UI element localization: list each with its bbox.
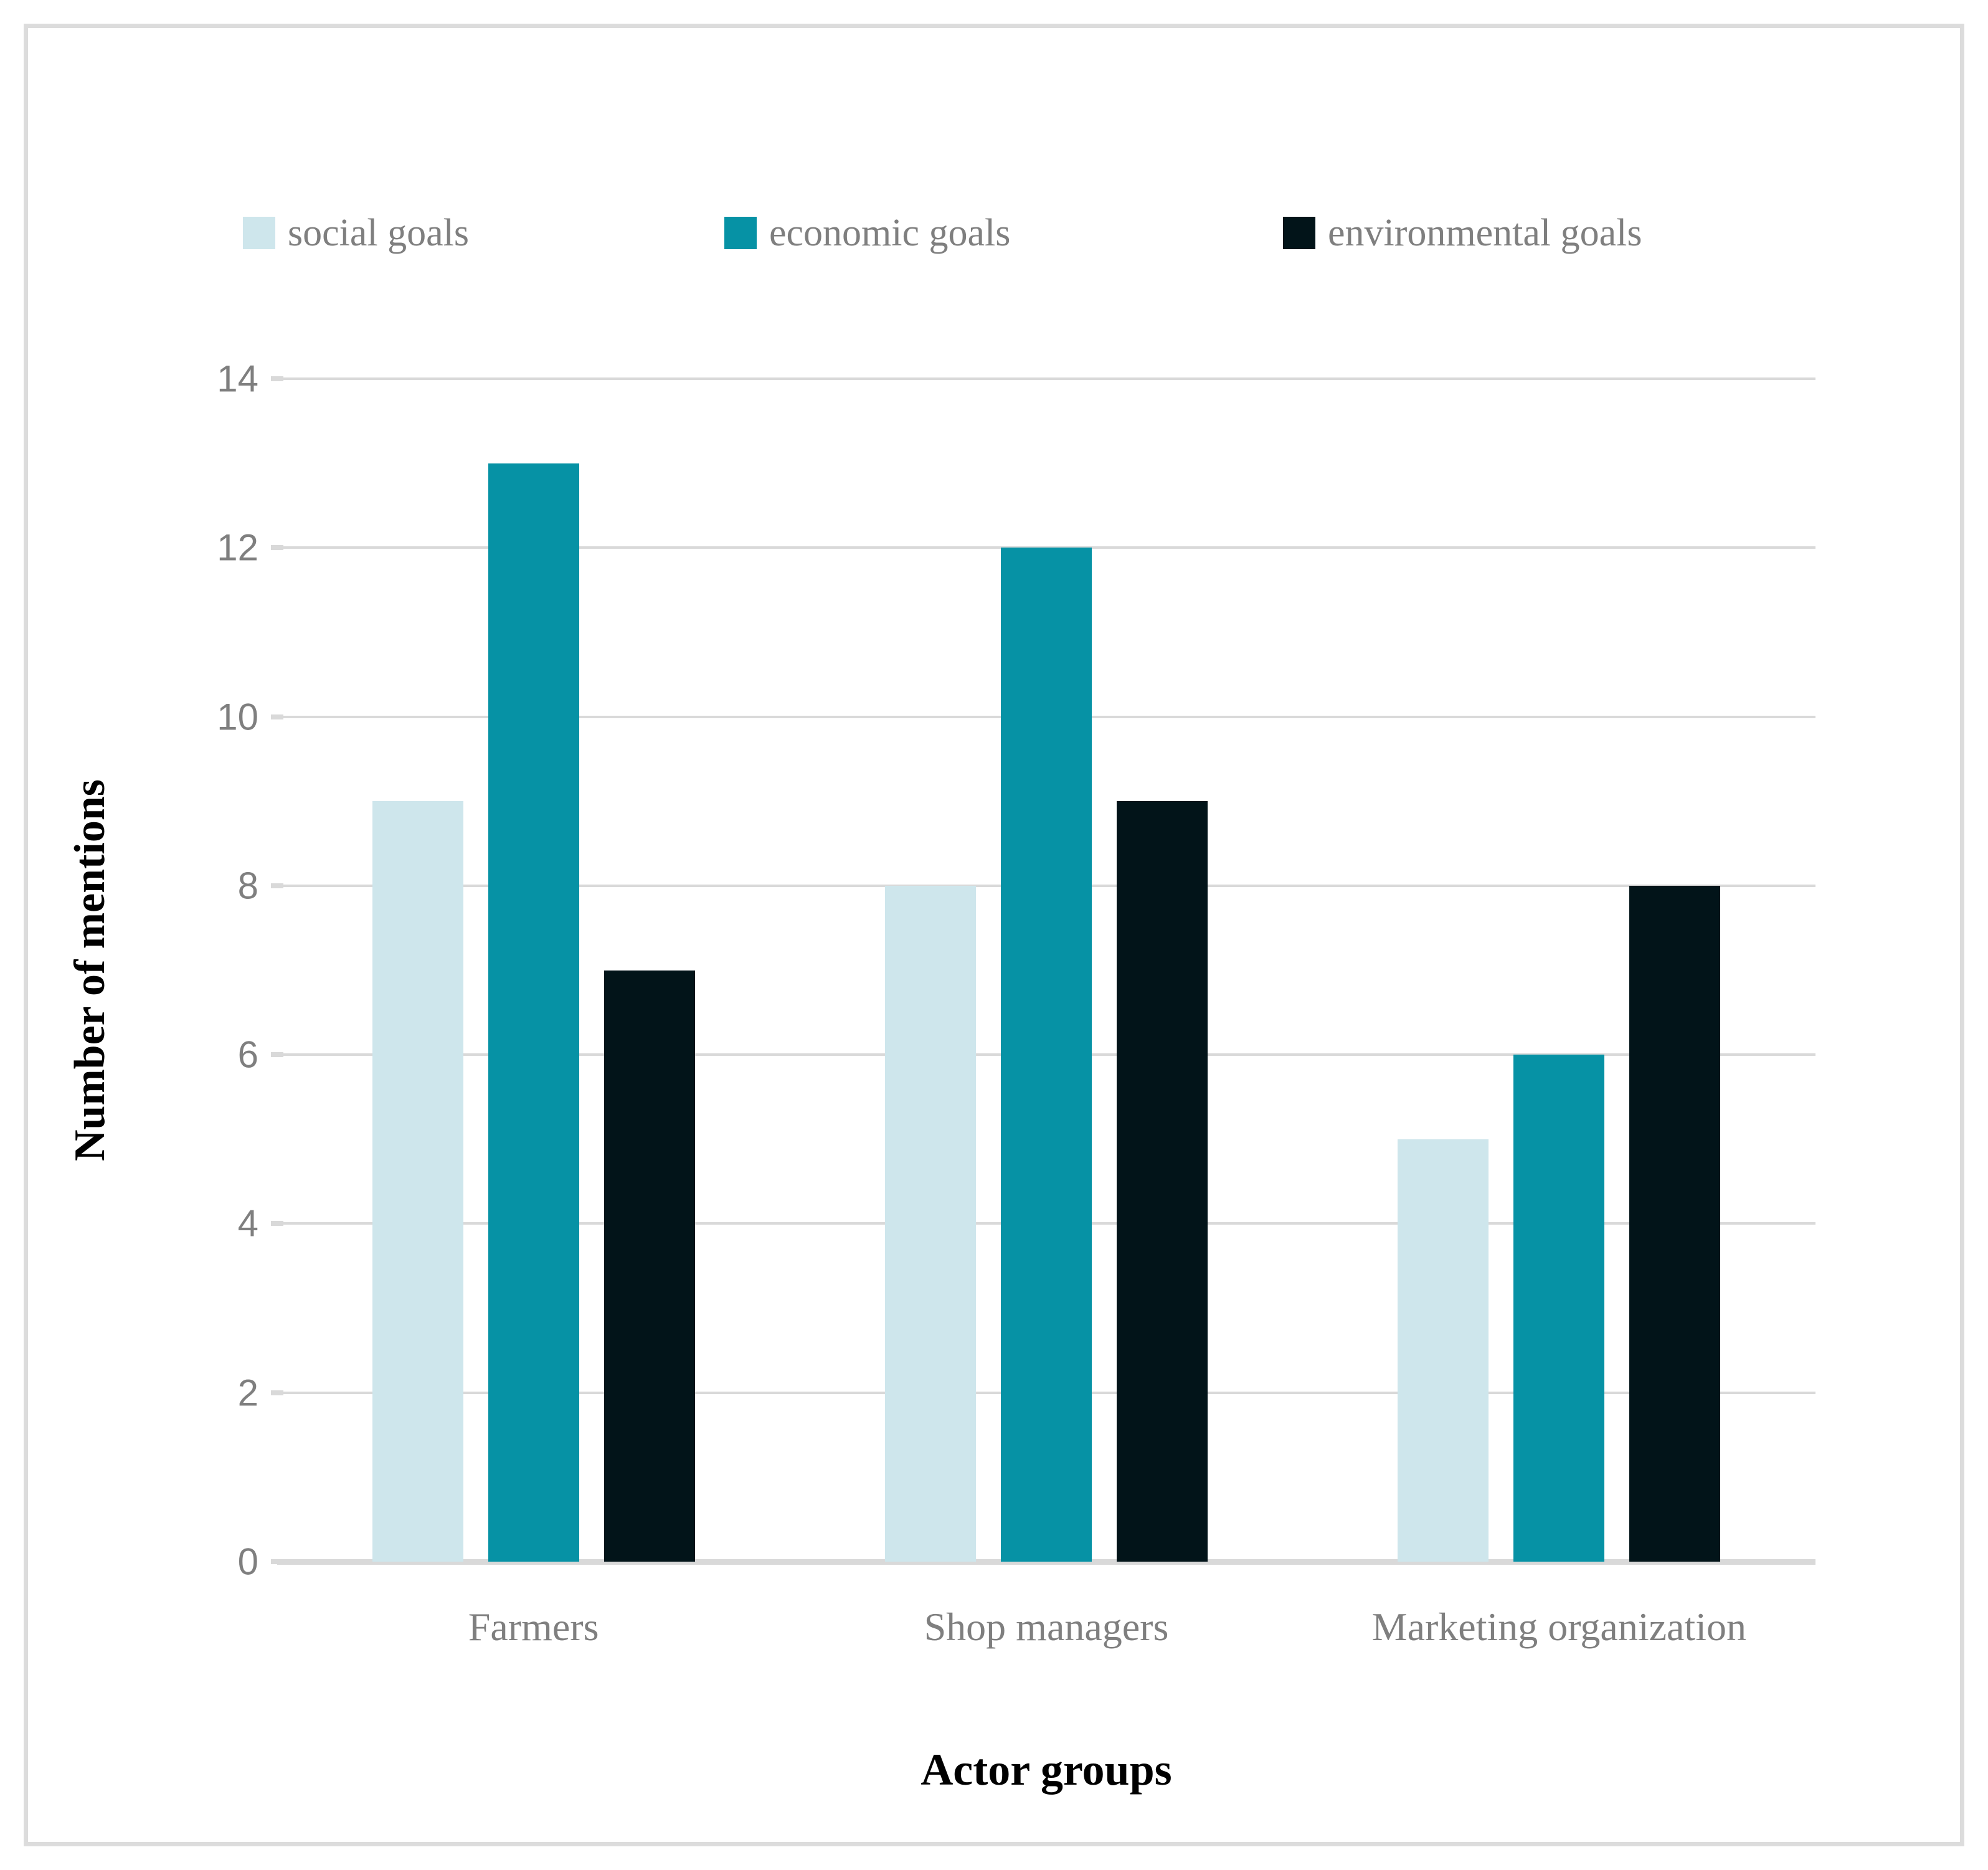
legend-item: environmental goals [1283,211,1642,255]
y-axis: 14 12 10 8 6 4 2 0 [75,358,258,1583]
bar [1629,885,1721,1562]
x-axis-category-labels: Farmers Shop managers Marketing organizati… [277,1604,1815,1650]
bar [1513,1055,1605,1562]
bar [1398,1139,1489,1562]
x-axis-line [277,1559,1815,1565]
y-tick-label: 8 [237,865,258,907]
y-tick-mark [271,1559,283,1564]
x-category-label: Shop managers [924,1605,1169,1649]
y-tick-mark [271,545,283,551]
bar [1000,548,1092,1562]
x-category-label: Marketing organization [1371,1605,1746,1649]
bar [604,970,695,1562]
plot-area [271,376,1815,1565]
y-tick-mark [271,1221,283,1227]
bar-groups [277,379,1815,1562]
x-axis-title: Actor groups [921,1745,1172,1795]
legend-item: economic goals [724,211,1010,255]
x-category-label: Farmers [468,1605,599,1649]
gridline [277,546,1815,549]
y-tick-label: 0 [237,1540,258,1583]
y-axis-title: Number of mentions [66,779,114,1162]
y-tick-label: 4 [237,1202,258,1245]
bar [884,885,976,1562]
bar-group [1303,379,1815,1562]
y-tick-label: 14 [217,358,258,400]
y-tick-label: 12 [217,526,258,569]
y-tick-mark [271,1052,283,1058]
bar [372,801,463,1562]
y-tick-mark [271,376,283,381]
y-tick-mark [271,1390,283,1395]
y-tick-label: 10 [217,696,258,738]
legend-swatch-icon [243,217,275,249]
y-axis-title-box: Number of mentions [44,379,137,1562]
bar [1116,801,1208,1562]
legend-label: environmental goals [1328,211,1642,254]
bar-group [277,379,790,1562]
legend-label: social goals [288,211,469,254]
y-tick-label: 6 [237,1033,258,1076]
gridline [277,377,1815,380]
legend-label: economic goals [769,211,1011,254]
y-tick-label: 2 [237,1372,258,1414]
bar-group [790,379,1302,1562]
y-tick-mark [271,714,283,719]
bar [488,463,579,1562]
legend-swatch-icon [1283,217,1315,249]
y-tick-mark [271,883,283,888]
legend-item: social goals [243,211,469,255]
legend-swatch-icon [724,217,757,249]
